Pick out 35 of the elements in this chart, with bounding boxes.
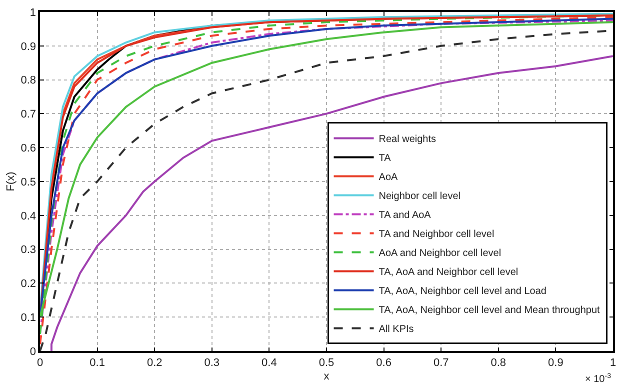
y-tick-label: 0.1 xyxy=(20,312,36,324)
y-tick-label: 0.6 xyxy=(20,142,36,154)
x-tick-label: 0.4 xyxy=(262,356,277,369)
text: × 10$^{-3}$ xyxy=(585,373,612,383)
y-tick-label: 0 xyxy=(30,346,36,358)
legend-label: AoA and Neighbor cell level xyxy=(378,248,502,260)
x-tick-label: 0.8 xyxy=(490,356,506,369)
y-tick-label: 0.9 xyxy=(20,40,36,53)
y-tick-label: 1 xyxy=(30,6,36,19)
y-tick-label: 0.2 xyxy=(20,278,36,290)
y-tick-label: 0.8 xyxy=(20,74,36,87)
legend-label: Neighbor cell level xyxy=(378,191,460,202)
x-tick-label: 0.2 xyxy=(146,356,162,369)
y-tick-label: 0.4 xyxy=(20,210,36,222)
legend-label: TA and Neighbor cell level xyxy=(378,229,494,240)
legend-label: AoA xyxy=(378,172,398,184)
x-tick-label: 1 xyxy=(610,356,616,369)
legend-label: TA and AoA xyxy=(378,210,432,222)
legend-label: TA, AoA, Neighbor cell level and Load xyxy=(378,286,546,298)
y-tick-label: 0.3 xyxy=(20,244,36,256)
legend-label: TA, AoA and Neighbor cell level xyxy=(378,267,518,278)
legend-label: TA xyxy=(378,153,392,164)
x-tick-label: 0.5 xyxy=(318,356,334,369)
y-tick-label: 0.7 xyxy=(20,108,36,121)
legend-label: All KPIs xyxy=(378,324,414,336)
y-axis-title: F(x) xyxy=(4,172,17,192)
x-tick-label: 0.7 xyxy=(433,356,449,369)
x-tick-label: 0.9 xyxy=(548,356,564,369)
x-axis-title: x xyxy=(324,370,330,383)
x-tick-label: 0.6 xyxy=(376,356,392,369)
legend-label: Real weights xyxy=(378,134,436,146)
legend-label: TA, AoA, Neighbor cell level and Mean throughput xyxy=(378,305,600,316)
x-tick-label: 0.1 xyxy=(90,356,105,369)
x-tick-label: 0.3 xyxy=(204,356,220,369)
y-tick-label: 0.5 xyxy=(20,176,36,188)
